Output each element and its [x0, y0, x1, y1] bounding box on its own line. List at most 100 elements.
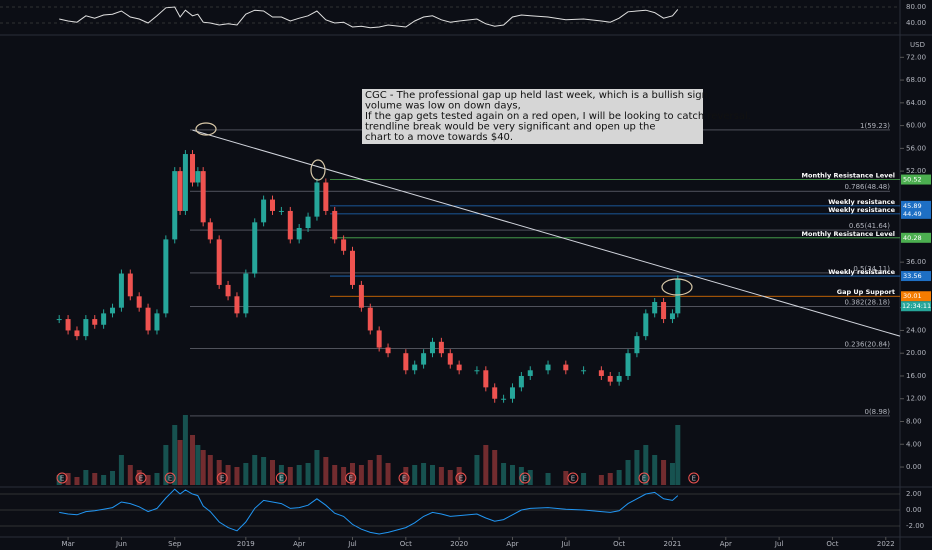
volume-bar: [118, 455, 124, 485]
annotation-line: If the gap gets tested again on a red op…: [365, 111, 751, 122]
earnings-label: E: [642, 475, 646, 483]
level-label: Weekly resistance: [828, 198, 895, 206]
x-tick-label: 2019: [237, 540, 255, 548]
volume-bar: [367, 460, 373, 485]
earnings-label: E: [279, 475, 283, 483]
candle-body: [172, 171, 178, 240]
candle-body: [278, 210, 284, 212]
volume-bar: [314, 450, 320, 485]
level-label: Gap Up Support: [837, 288, 895, 296]
candle-body: [243, 273, 249, 314]
price-badge-label: 50.52: [903, 176, 922, 184]
highlight: [661, 278, 693, 296]
volume-bar: [252, 455, 258, 485]
x-tick-label: 2020: [450, 540, 468, 548]
countdown: 12:34:11: [902, 302, 931, 310]
volume-bar: [438, 467, 444, 485]
trendline: [192, 129, 901, 337]
earnings-marker: [519, 472, 531, 484]
earnings-label: E: [139, 475, 143, 483]
earnings-label: E: [523, 475, 527, 483]
candle-body: [110, 307, 116, 314]
x-tick-label: 2021: [664, 540, 682, 548]
volume-bar: [634, 450, 640, 485]
candle-body: [101, 313, 107, 325]
macd-line: [59, 488, 679, 535]
volume-bar: [195, 445, 201, 485]
candle-body: [492, 387, 498, 399]
earnings-marker: [688, 472, 700, 484]
volume-bar: [92, 473, 98, 485]
level-label: Monthly Resistance Level: [802, 230, 895, 238]
candle-body: [305, 216, 311, 229]
volume-bar: [385, 463, 391, 485]
candle-body: [349, 250, 355, 285]
earnings-label: E: [168, 475, 172, 483]
y-tick-label: 36.00: [906, 258, 926, 266]
candle-body: [438, 341, 444, 354]
volume-bar: [65, 473, 71, 485]
candle-body: [661, 301, 667, 320]
volume-bar: [341, 467, 347, 485]
candle-body: [163, 239, 169, 314]
candle-body: [127, 273, 133, 297]
volume-bar: [234, 467, 240, 485]
candle-body: [314, 182, 320, 217]
x-tick-label: Oct: [400, 540, 412, 548]
candle-body: [385, 347, 391, 354]
candle-body: [296, 228, 302, 240]
y-tick-label: 56.00: [906, 144, 926, 152]
volume-bar: [456, 467, 462, 485]
candle-body: [56, 319, 62, 321]
candle-body: [190, 154, 196, 183]
candle-body: [509, 387, 515, 399]
y-tick-label: 12.00: [906, 395, 926, 403]
candle-body: [652, 301, 658, 314]
earnings-marker: [345, 472, 357, 484]
x-tick-label: Sep: [168, 540, 182, 548]
y-tick-label: 60.00: [906, 122, 926, 130]
earnings-label: E: [402, 475, 406, 483]
volume-bar: [182, 415, 188, 485]
y-tick-label: 52.00: [906, 167, 926, 175]
volume-bar: [287, 467, 293, 485]
volume-bar: [163, 445, 169, 485]
candle-body: [518, 375, 524, 388]
earnings-marker: [56, 472, 68, 484]
price-badge-label: 45.89: [903, 202, 922, 210]
candle-body: [527, 370, 533, 376]
candle-body: [421, 353, 427, 365]
price-badge-label: 44.49: [903, 210, 922, 218]
volume-bar: [412, 465, 418, 485]
y-tick-label: 8.00: [906, 417, 922, 425]
volume-bar: [101, 475, 107, 485]
volume-bar: [652, 455, 658, 485]
price-badge: [901, 174, 931, 185]
y-tick-label: 68.00: [906, 76, 926, 84]
volume-bar: [607, 473, 613, 485]
candle-body: [501, 398, 507, 400]
earnings-label: E: [459, 475, 463, 483]
candle-body: [669, 313, 675, 320]
x-tick-label: Jun: [115, 540, 127, 548]
level-label: Weekly resistance: [828, 206, 895, 214]
volume-bar: [492, 450, 498, 485]
candle-body: [216, 239, 222, 285]
macd-tick-label: -2.00: [906, 522, 924, 530]
y-tick-label: 64.00: [906, 99, 926, 107]
earnings-label: E: [571, 475, 575, 483]
price-badge-label: 30.01: [903, 292, 922, 300]
price-badge: [901, 271, 931, 282]
volume-bar: [216, 460, 222, 485]
candle-body: [563, 364, 569, 371]
candle-body: [118, 273, 124, 308]
volume-bar: [545, 473, 551, 485]
earnings-marker: [275, 472, 287, 484]
volume-bar: [243, 463, 249, 485]
y-tick-label: 20.00: [906, 349, 926, 357]
candle-body: [225, 284, 231, 297]
x-tick-label: Apr: [720, 540, 732, 548]
x-tick-label: Oct: [613, 540, 625, 548]
